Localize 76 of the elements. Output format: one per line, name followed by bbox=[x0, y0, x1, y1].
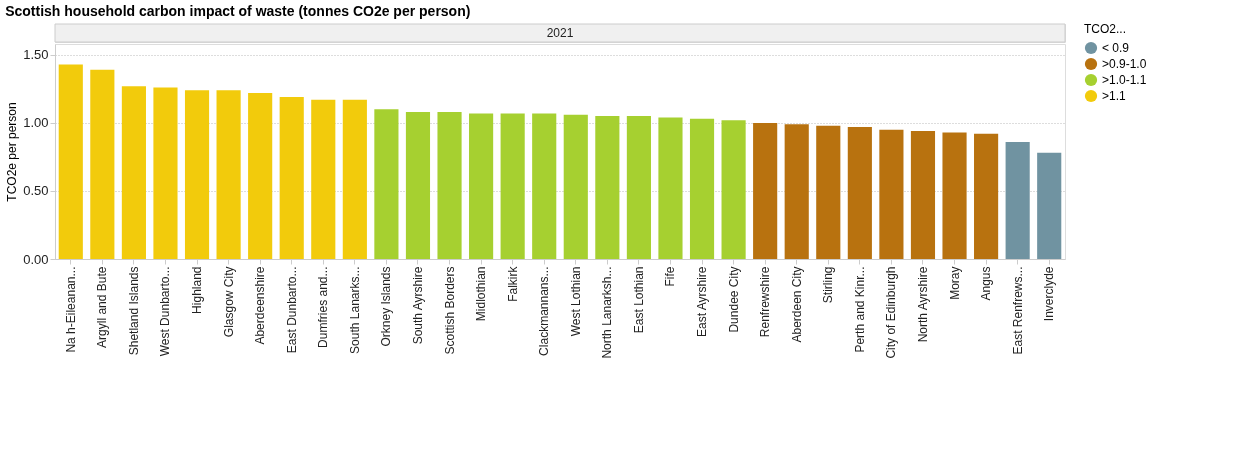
bar bbox=[847, 127, 872, 259]
bar bbox=[532, 113, 557, 259]
x-tick-label: Angus bbox=[979, 266, 994, 301]
x-tick-label: West Lothian bbox=[568, 266, 583, 337]
bar bbox=[216, 90, 241, 259]
x-tick-label: Glasgow City bbox=[221, 266, 236, 338]
x-tick-label: South Lanarks... bbox=[347, 266, 362, 354]
x-tick-label: Shetland Islands bbox=[126, 266, 141, 356]
x-tick-label: Clackmannans... bbox=[537, 266, 552, 356]
bar bbox=[658, 117, 683, 259]
y-tick-label: 1.00 bbox=[23, 115, 49, 131]
text: 2021 bbox=[546, 26, 574, 40]
bar bbox=[942, 132, 967, 259]
y-tick-label: 1.50 bbox=[23, 47, 49, 63]
x-tick-label: Renfrewshire bbox=[758, 266, 773, 338]
bar bbox=[721, 120, 746, 259]
y-tick-label: 0.50 bbox=[23, 183, 49, 199]
x-tick-label: East Lothian bbox=[631, 266, 646, 334]
bar bbox=[342, 99, 367, 259]
x-tick-label: North Lanarksh... bbox=[600, 266, 615, 359]
bar bbox=[626, 116, 651, 259]
bar bbox=[500, 113, 525, 259]
x-tick-label: Scottish Borders bbox=[442, 266, 457, 355]
bar bbox=[153, 87, 178, 259]
bar bbox=[563, 114, 588, 259]
bar bbox=[121, 86, 146, 259]
bar bbox=[90, 69, 115, 259]
x-tick-label: Falkirk bbox=[505, 265, 520, 302]
bar bbox=[689, 118, 715, 259]
x-tick-label: Moray bbox=[947, 266, 962, 300]
x-tick-label: North Ayrshire bbox=[915, 266, 930, 343]
x-tick-label: Perth and Kinr... bbox=[852, 266, 867, 353]
legend-label: >1.1 bbox=[1102, 89, 1127, 103]
x-tick-label: Orkney Islands bbox=[379, 266, 394, 347]
y-axis-title: TCO2e per person bbox=[5, 102, 20, 202]
chart-title: Scottish household carbon impact of waste (tonnes CO2e per person) bbox=[5, 3, 471, 19]
legend-label: >0.9-1.0 bbox=[1102, 57, 1147, 71]
bar bbox=[1037, 152, 1062, 259]
x-tick-label: Highland bbox=[190, 266, 205, 314]
bar bbox=[374, 109, 399, 259]
x-tick-label: East Renfrews... bbox=[1010, 266, 1025, 355]
x-tick-label: West Dunbarto... bbox=[158, 266, 173, 357]
x-tick-label: Dumfries and... bbox=[316, 266, 331, 348]
x-tick-label: South Ayrshire bbox=[410, 266, 425, 345]
bar bbox=[974, 133, 999, 259]
bar bbox=[910, 131, 936, 259]
bar bbox=[595, 116, 620, 259]
x-tick-label: Fife bbox=[663, 266, 678, 287]
bar bbox=[469, 113, 494, 259]
bar bbox=[753, 122, 778, 259]
bar bbox=[279, 97, 304, 259]
bar bbox=[248, 92, 273, 259]
x-tick-label: Inverclyde bbox=[1042, 266, 1057, 322]
x-tick-label: City of Edinburgh bbox=[884, 266, 899, 359]
x-tick-label: Dundee City bbox=[726, 266, 741, 333]
x-tick-label: Stirling bbox=[821, 266, 836, 304]
bar bbox=[816, 125, 841, 259]
bar bbox=[311, 99, 336, 259]
x-tick-label: East Dunbarto... bbox=[284, 266, 299, 354]
y-tick-label: 0.00 bbox=[23, 251, 49, 267]
x-tick-label: East Ayrshire bbox=[695, 266, 710, 337]
legend-label: < 0.9 bbox=[1102, 41, 1130, 55]
bar bbox=[437, 112, 462, 259]
x-tick-label: Midlothian bbox=[474, 266, 489, 322]
bar bbox=[405, 112, 431, 259]
bar bbox=[184, 90, 210, 259]
x-tick-label: Na h-Eileanan... bbox=[63, 266, 78, 353]
bar bbox=[58, 64, 83, 259]
bar bbox=[784, 124, 809, 259]
bar bbox=[879, 129, 904, 259]
x-tick-label: Argyll and Bute bbox=[95, 266, 110, 348]
x-tick-label: Aberdeen City bbox=[789, 266, 804, 343]
legend-label: >1.0-1.1 bbox=[1102, 73, 1147, 87]
bar bbox=[1005, 141, 1030, 259]
legend-title: TCO2... bbox=[1084, 22, 1127, 36]
x-tick-label: Aberdeenshire bbox=[253, 266, 268, 345]
